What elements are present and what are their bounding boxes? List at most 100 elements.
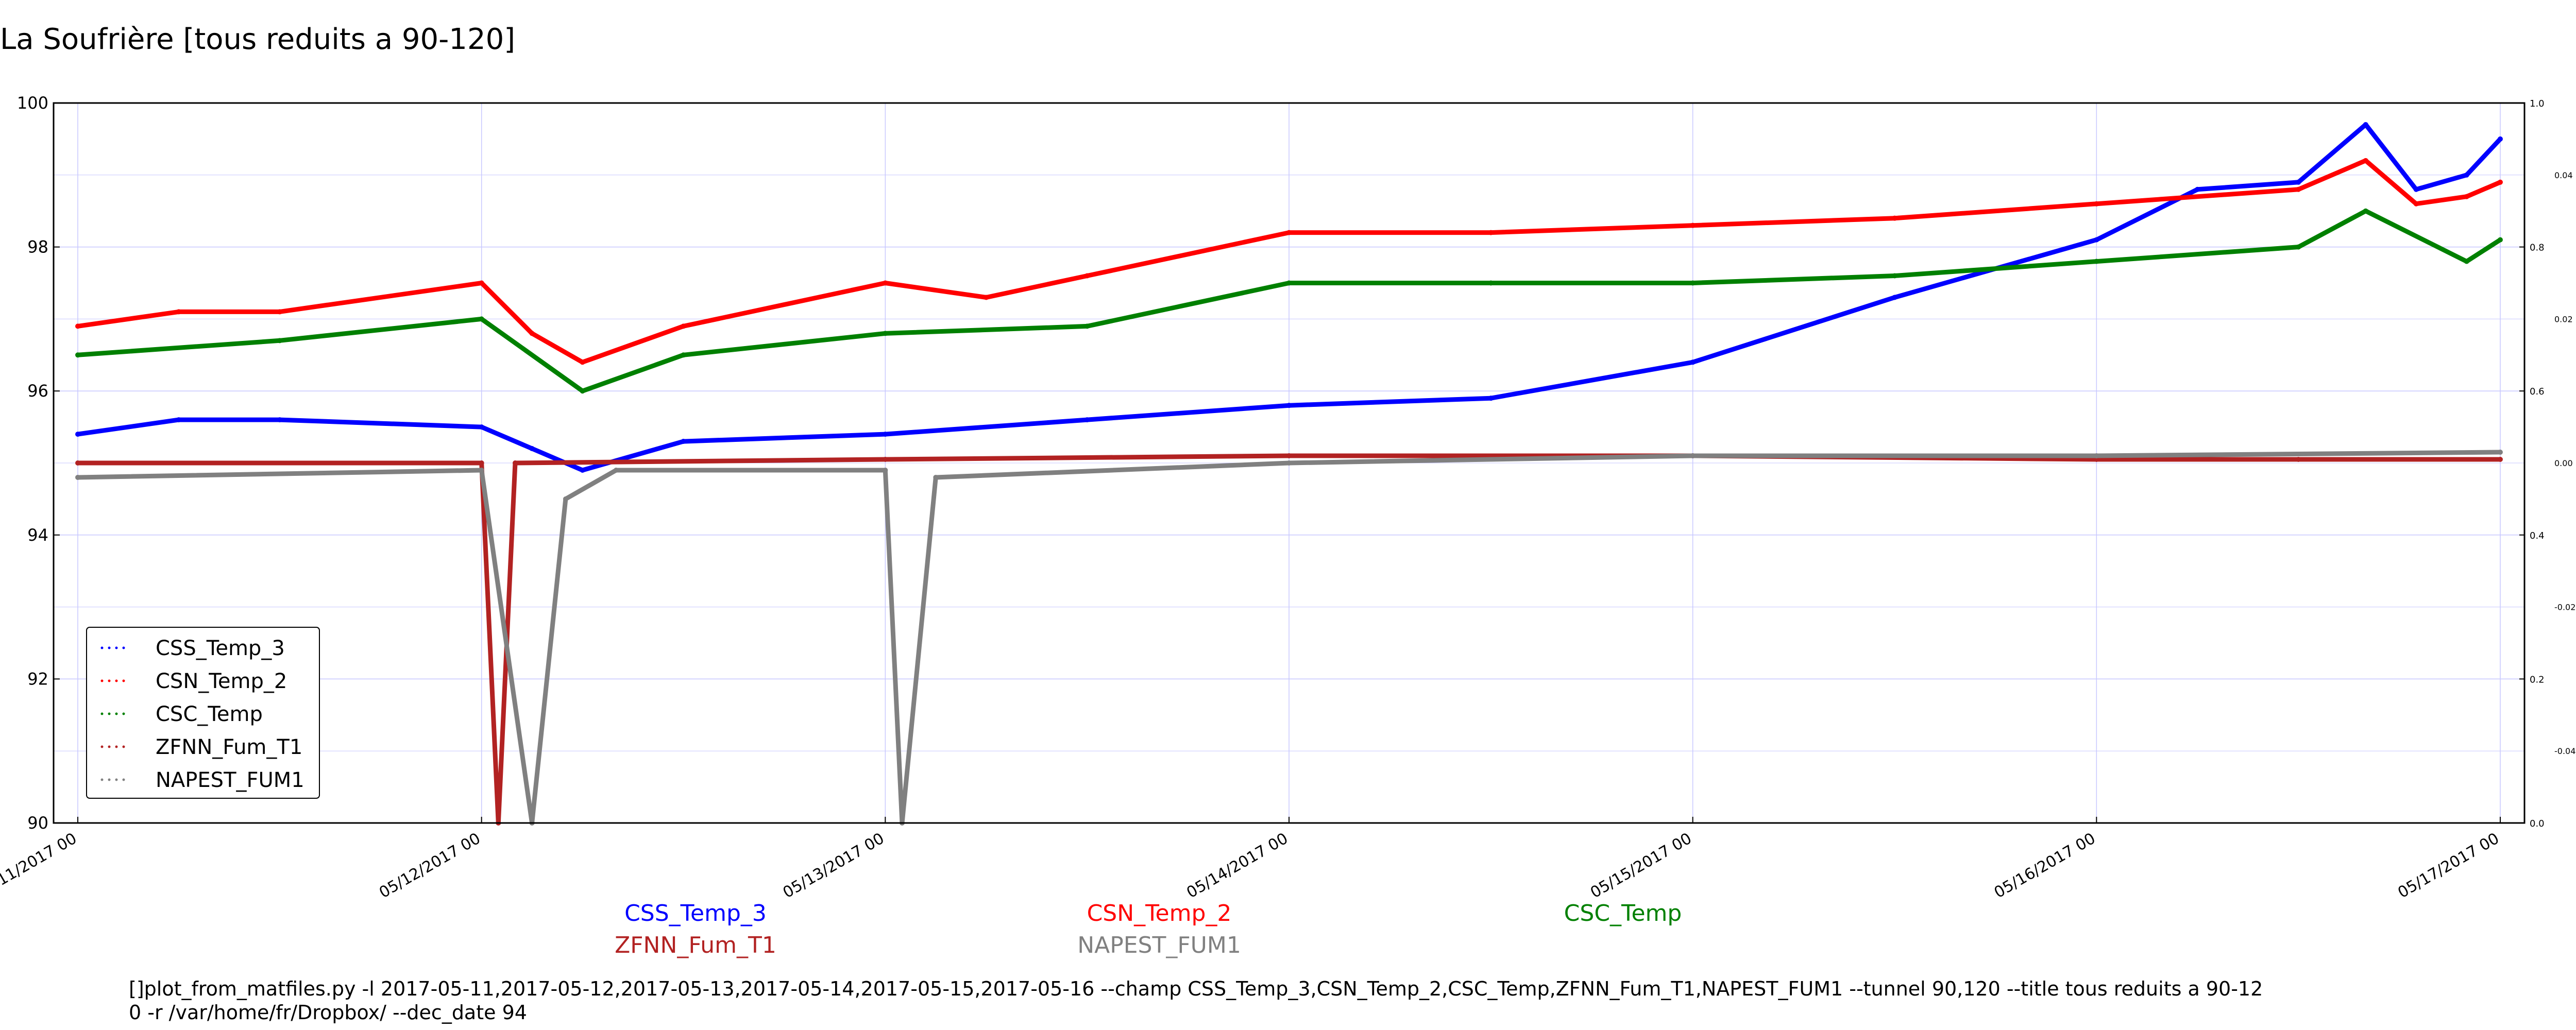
- series-line-css-temp-3: [75, 122, 2503, 473]
- legend-marker: [115, 778, 118, 781]
- data-point-css-temp-3: [2296, 179, 2301, 185]
- data-point-css-temp-3: [1690, 359, 1696, 365]
- data-point-napest-fum1: [1690, 453, 1696, 459]
- data-point-csn-temp-2: [1084, 273, 1090, 279]
- x-tick-label: 05/14/2017 00: [1183, 830, 1291, 902]
- data-point-csc-temp: [479, 316, 484, 322]
- data-point-zfnn-fum-t1: [479, 460, 484, 466]
- legend-marker: [108, 778, 111, 781]
- data-point-csn-temp-2: [479, 280, 484, 286]
- data-point-napest-fum1: [479, 467, 484, 473]
- data-point-napest-fum1: [1286, 460, 1292, 466]
- data-point-css-temp-3: [580, 467, 585, 473]
- legend-box: [86, 627, 320, 799]
- data-point-csn-temp-2: [2296, 186, 2301, 192]
- data-point-css-temp-3: [75, 432, 81, 437]
- data-point-csc-temp: [2296, 244, 2301, 250]
- x-tick-label: 05/12/2017 00: [376, 830, 484, 902]
- data-point-csc-temp: [1892, 273, 1897, 279]
- legend-marker: [122, 778, 125, 781]
- y-tick-label: 98: [27, 237, 48, 257]
- y-tick-label: 100: [17, 93, 48, 113]
- data-point-napest-fum1: [2497, 450, 2503, 455]
- bottom-label-csn-temp-2: CSN_Temp_2: [1087, 900, 1232, 926]
- legend-marker: [108, 745, 111, 748]
- data-point-zfnn-fum-t1: [2497, 457, 2503, 462]
- data-point-csn-temp-2: [580, 359, 585, 365]
- legend-marker: [108, 712, 111, 715]
- y-tick-label: 92: [27, 669, 48, 689]
- legend-marker: [100, 745, 104, 748]
- y-tick-label: 90: [27, 813, 48, 833]
- axes: 05/11/2017 00 05/12/2017 00 05/13/2017 00 0…: [0, 93, 2575, 902]
- right-inner-tick-label: 0.00: [2554, 458, 2573, 468]
- legend-marker: [100, 646, 104, 649]
- legend-marker: [100, 778, 104, 781]
- y-tick-label: 94: [27, 525, 48, 545]
- legend-marker: [108, 679, 111, 682]
- data-point-napest-fum1: [613, 467, 619, 473]
- data-point-csn-temp-2: [2464, 194, 2469, 199]
- right-tick-label: 0.4: [2530, 530, 2545, 541]
- data-point-css-temp-3: [277, 417, 282, 423]
- bottom-label-zfnn-fum-t1: ZFNN_Fum_T1: [615, 932, 776, 958]
- series-line-csc-temp: [75, 209, 2503, 393]
- series-layer: [75, 122, 2503, 826]
- data-point-csn-temp-2: [2413, 201, 2419, 207]
- data-point-csc-temp: [580, 388, 585, 394]
- legend-marker: [115, 646, 118, 649]
- data-point-css-temp-3: [2094, 237, 2099, 243]
- data-point-napest-fum1: [563, 496, 568, 502]
- legend-marker: [115, 679, 118, 682]
- data-point-csc-temp: [883, 331, 888, 336]
- data-point-css-temp-3: [479, 424, 484, 430]
- bottom-label-csc-temp: CSC_Temp: [1564, 900, 1682, 926]
- data-point-csc-temp: [1690, 280, 1696, 286]
- data-point-css-temp-3: [2195, 186, 2200, 192]
- legend-marker: [115, 745, 118, 748]
- data-point-zfnn-fum-t1: [2094, 457, 2099, 462]
- series-line-zfnn-fum-t1: [75, 453, 2503, 826]
- x-tick-label: 05/16/2017 00: [1991, 830, 2099, 902]
- legend-marker: [122, 679, 125, 682]
- x-tick-label: 05/13/2017 00: [780, 830, 888, 902]
- data-point-zfnn-fum-t1: [883, 457, 888, 462]
- right-tick-label: 0.6: [2530, 386, 2545, 397]
- data-point-css-temp-3: [2363, 122, 2368, 127]
- data-point-css-temp-3: [529, 446, 535, 452]
- data-point-csc-temp: [75, 352, 81, 358]
- legend-marker: [122, 712, 125, 715]
- data-point-css-temp-3: [1286, 403, 1292, 408]
- page-title: La Soufrière [tous reduits a 90-120]: [0, 23, 516, 56]
- data-point-napest-fum1: [883, 467, 888, 473]
- data-point-css-temp-3: [1892, 295, 1897, 300]
- data-point-css-temp-3: [1084, 417, 1090, 423]
- right-inner-tick-label: 0.02: [2554, 314, 2573, 324]
- right-tick-label: 0.2: [2530, 674, 2545, 685]
- y-tick-label: 96: [27, 381, 48, 401]
- command-line: []plot_from_matfiles.py -l 2017-05-11,20…: [129, 977, 2263, 1024]
- data-point-csc-temp: [1488, 280, 1494, 286]
- data-point-napest-fum1: [75, 474, 81, 480]
- data-point-napest-fum1: [933, 474, 939, 480]
- legend-label-csc-temp: CSC_Temp: [156, 702, 263, 726]
- data-point-css-temp-3: [883, 432, 888, 437]
- right-inner-tick-label: 0.04: [2554, 170, 2573, 180]
- data-point-csc-temp: [1084, 323, 1090, 329]
- right-inner-tick-label: -0.04: [2554, 746, 2575, 756]
- data-point-csn-temp-2: [883, 280, 888, 286]
- data-point-csn-temp-2: [1892, 215, 1897, 221]
- right-tick-label: 0.8: [2530, 243, 2545, 253]
- legend-marker: [100, 679, 104, 682]
- data-point-csn-temp-2: [529, 331, 535, 336]
- legend-marker: [115, 712, 118, 715]
- series-line-csn-temp-2: [75, 158, 2503, 365]
- legend-marker: [122, 646, 125, 649]
- data-point-csc-temp: [681, 352, 686, 358]
- x-tick-label: 05/11/2017 00: [0, 830, 80, 902]
- data-point-css-temp-3: [681, 439, 686, 444]
- series-line-napest-fum1: [75, 450, 2503, 826]
- data-point-csn-temp-2: [75, 323, 81, 329]
- data-point-csc-temp: [277, 338, 282, 344]
